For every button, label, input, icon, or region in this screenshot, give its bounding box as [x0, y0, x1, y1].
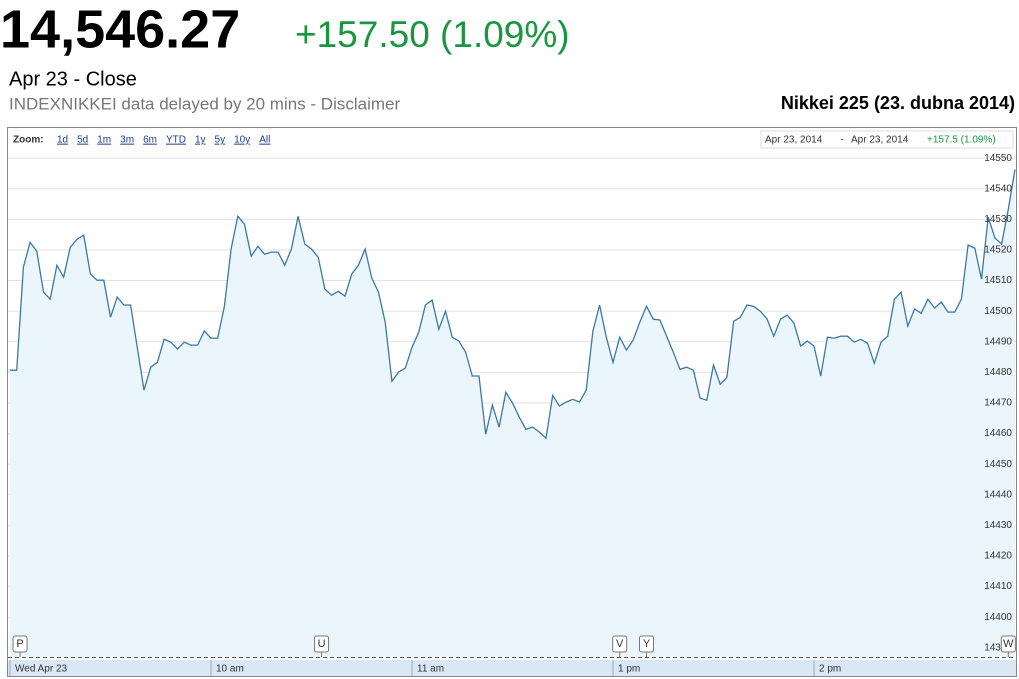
zoom-option[interactable]: All [259, 135, 270, 146]
y-tick-label: 14480 [984, 367, 1012, 378]
y-tick-label: 14540 [984, 183, 1012, 194]
y-tick-label: 14550 [984, 153, 1012, 164]
x-tick-label: 1 pm [618, 664, 640, 675]
y-tick-label: 14440 [984, 489, 1012, 500]
range-change: +157.5 (1.09%) [927, 135, 996, 146]
x-axis-band [8, 660, 1016, 676]
x-tick-label: Wed Apr 23 [15, 664, 68, 675]
x-tick-label: 11 am [417, 664, 444, 675]
flag-label: Y [643, 638, 651, 650]
zoom-option[interactable]: 5d [77, 135, 88, 146]
zoom-option[interactable]: 1y [195, 135, 206, 146]
area-fill [10, 169, 1015, 657]
flag [639, 635, 654, 653]
y-tick-label: 14450 [984, 459, 1012, 470]
zoom-option[interactable]: 10y [234, 135, 250, 146]
y-tick-label: 14530 [984, 214, 1012, 225]
flag-label: V [616, 638, 624, 650]
zoom-option[interactable]: 1m [97, 135, 111, 146]
status: Apr 23 - Close [9, 68, 137, 90]
flag-label: P [16, 638, 23, 650]
price-line [10, 169, 1016, 440]
flag [612, 635, 628, 653]
x-tick-label: 10 am [216, 664, 244, 675]
range-end: Apr 23, 2014 [851, 135, 909, 146]
y-tick-label: 14510 [984, 275, 1012, 286]
range-start: Apr 23, 2014 [765, 135, 823, 146]
zoom-label: Zoom: [13, 135, 44, 146]
zoom-option[interactable]: YTD [166, 135, 186, 146]
y-tick-label: 14460 [984, 428, 1012, 439]
zoom-option[interactable]: 1d [57, 135, 68, 146]
price-change: +157.50 (1.09%) [295, 14, 570, 55]
zoom-option[interactable]: 6m [143, 135, 157, 146]
range-separator: - [840, 135, 843, 146]
price: 14,546.27 [0, 0, 240, 59]
y-tick-label: 14520 [984, 245, 1012, 256]
y-tick-label: 14410 [984, 581, 1012, 592]
flag-label: U [318, 638, 326, 650]
y-tick-label: 14470 [984, 398, 1012, 409]
y-tick-label: 14430 [984, 520, 1012, 531]
flag [12, 635, 28, 653]
zoom-option[interactable]: 3m [120, 135, 134, 146]
y-tick-label: 14400 [984, 612, 1012, 623]
flag-label: W [1003, 638, 1014, 650]
range-box [760, 130, 1014, 149]
y-tick-label: 14390 [984, 642, 1012, 653]
x-tick-label: 2 pm [819, 664, 841, 675]
flag [1000, 635, 1016, 653]
y-tick-label: 14420 [984, 551, 1012, 562]
y-tick-label: 14490 [984, 336, 1012, 347]
y-tick-label: 14500 [984, 306, 1012, 317]
chart-title: Nikkei 225 (23. dubna 2014) [781, 93, 1015, 113]
zoom-option[interactable]: 5y [215, 135, 226, 146]
flag [314, 635, 330, 653]
source-note: INDEXNIKKEI data delayed by 20 mins - Di… [9, 94, 400, 113]
